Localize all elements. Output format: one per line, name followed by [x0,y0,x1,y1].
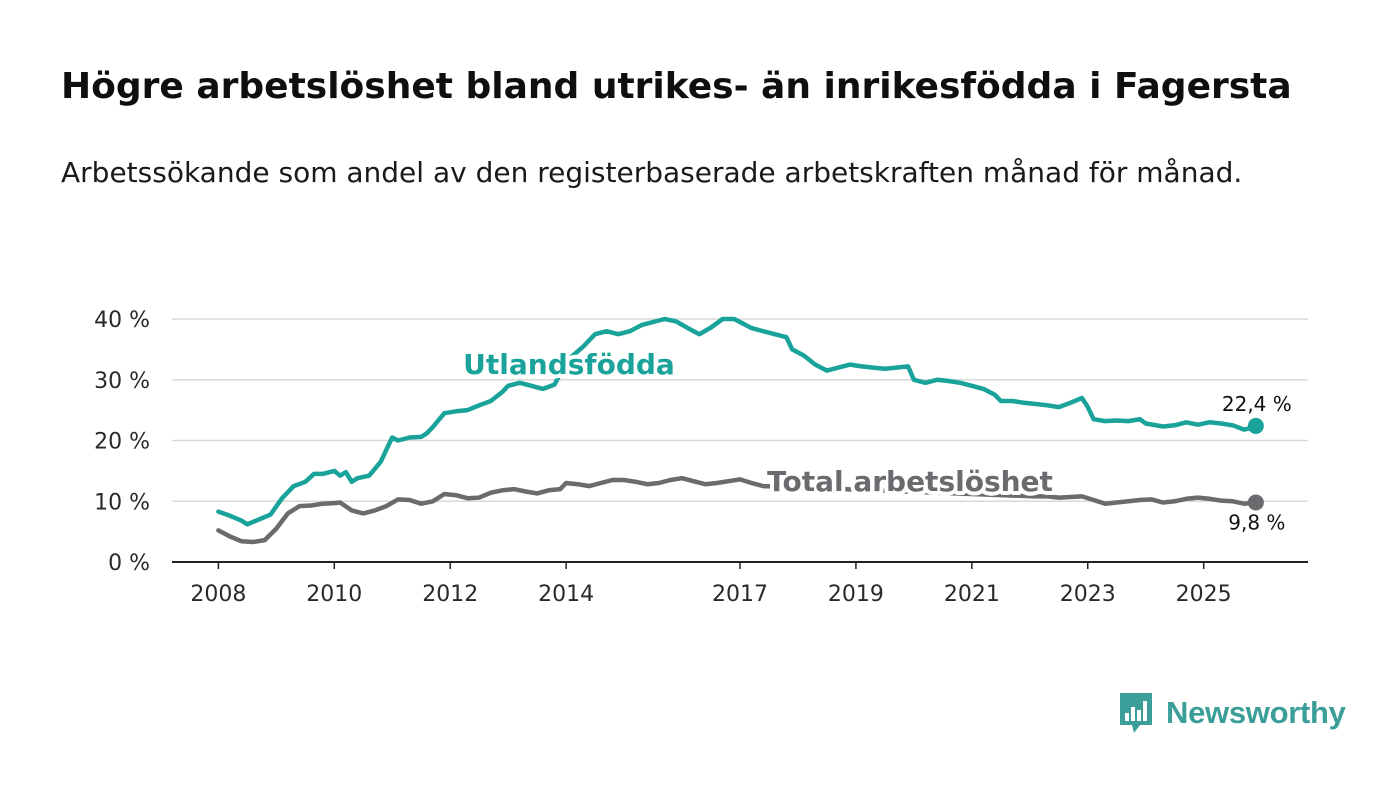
series-labels: 22,4 % 9,8 % Utlandsfödda Total arbetslöshe… [459,344,1292,534]
x-tick-label: 2010 [306,582,362,607]
chart-title: Högre arbetslöshet bland utrikes- än inr… [61,66,1292,107]
x-tick-label: 2014 [538,582,594,607]
brand-name: Newsworthy [1166,695,1346,730]
brand-logo: Newsworthy [1118,688,1346,738]
y-tick-label: 10 % [94,490,150,515]
x-tick-label: 2019 [828,582,884,607]
series-end-point [1247,417,1264,434]
series-label-total: Total arbetslöshet [767,465,1053,498]
x-tick-label: 2025 [1176,582,1232,607]
x-tick-label: 2008 [190,582,246,607]
x-tick-label: 2021 [944,582,1000,607]
series-lines [216,316,1264,545]
y-axis: 0 % 10 % 20 % 30 % 40 % [94,308,150,576]
y-tick-label: 30 % [94,369,150,394]
x-tick-label: 2023 [1060,582,1116,607]
series-end-point [1247,494,1264,511]
series-end-label: 22,4 % [1222,392,1292,416]
series-line-total [216,475,1259,545]
x-axis: 2008 2010 2012 2014 2017 2019 2021 2023 2025 [172,561,1308,607]
chart-subtitle: Arbetssökande som andel av den registerb… [61,156,1243,189]
series-line-utlandsfodda [216,316,1259,527]
x-tick-label: 2012 [422,582,478,607]
y-tick-label: 0 % [108,551,150,576]
line-chart: 0 % 10 % 20 % 30 % 40 % 2008 2010 2012 2014 2017… [94,308,1308,607]
series-end-label: 9,8 % [1228,510,1285,534]
y-tick-label: 40 % [94,308,150,333]
series-label-utlandsfodda: Utlandsfödda [463,348,675,381]
x-tick-label: 2017 [712,582,768,607]
bar-chart-speech-bubble-icon [1120,693,1152,733]
y-tick-label: 20 % [94,430,150,455]
